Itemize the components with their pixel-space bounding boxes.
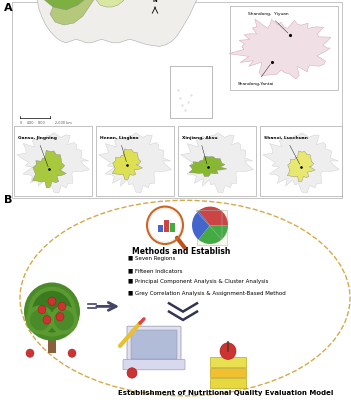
Bar: [178, 126, 256, 196]
Polygon shape: [50, 0, 100, 25]
Circle shape: [28, 287, 76, 336]
Text: Shandong,  Yiyuan: Shandong, Yiyuan: [248, 12, 289, 33]
Wedge shape: [192, 211, 210, 240]
Circle shape: [127, 368, 137, 378]
Text: Establishment of Nutritional Quality Evaluation Model: Establishment of Nutritional Quality Eva…: [118, 390, 333, 396]
Bar: [164, 220, 169, 232]
FancyBboxPatch shape: [123, 360, 185, 370]
Bar: [14, 4, 224, 120]
Circle shape: [32, 291, 72, 332]
Text: Xinjiang, Aksu: Xinjiang, Aksu: [182, 136, 218, 164]
Circle shape: [24, 282, 80, 341]
Circle shape: [68, 349, 76, 357]
Text: 0    400    800         2,000 km: 0 400 800 2,000 km: [20, 121, 72, 125]
Circle shape: [26, 305, 54, 334]
Bar: [210, 357, 246, 367]
Polygon shape: [37, 0, 100, 10]
Ellipse shape: [20, 200, 350, 396]
Polygon shape: [189, 156, 227, 177]
Bar: [14, 126, 92, 196]
Polygon shape: [95, 0, 140, 7]
Bar: [170, 223, 175, 232]
Circle shape: [43, 316, 51, 324]
Circle shape: [50, 305, 78, 334]
Polygon shape: [229, 19, 331, 79]
Circle shape: [26, 349, 34, 357]
Text: B: B: [4, 195, 12, 205]
Text: Shanxi, Luochuan: Shanxi, Luochuan: [264, 136, 308, 164]
Text: A: A: [4, 3, 13, 13]
Circle shape: [220, 343, 236, 360]
Polygon shape: [37, 0, 206, 46]
Bar: [158, 225, 163, 232]
Circle shape: [147, 206, 183, 244]
Bar: [96, 126, 174, 196]
Polygon shape: [99, 133, 171, 193]
Bar: [170, 66, 212, 118]
Text: Shandong,Yantai: Shandong,Yantai: [238, 64, 274, 86]
Polygon shape: [287, 151, 315, 182]
Circle shape: [48, 297, 56, 305]
Wedge shape: [198, 206, 228, 225]
FancyBboxPatch shape: [127, 326, 181, 364]
Bar: [210, 378, 246, 388]
Polygon shape: [112, 149, 143, 180]
Circle shape: [58, 302, 66, 310]
Text: Methods and Establish: Methods and Establish: [132, 247, 230, 256]
FancyBboxPatch shape: [197, 210, 227, 245]
Bar: [230, 6, 338, 90]
Polygon shape: [263, 133, 339, 193]
Text: Henan, Lingbao: Henan, Lingbao: [100, 136, 139, 162]
Wedge shape: [198, 225, 228, 244]
Polygon shape: [17, 133, 90, 193]
Text: ■ Seven Regions: ■ Seven Regions: [128, 256, 176, 262]
Text: ■ Fifteen Indicators: ■ Fifteen Indicators: [128, 268, 183, 273]
Circle shape: [30, 310, 50, 330]
Polygon shape: [181, 133, 253, 193]
Polygon shape: [32, 150, 66, 188]
Bar: [48, 312, 56, 353]
Circle shape: [149, 209, 181, 242]
Bar: [260, 126, 342, 196]
Circle shape: [56, 313, 64, 321]
Text: N: N: [153, 0, 157, 3]
Bar: [210, 368, 246, 377]
Text: ■ Grey Correlation Analysis & Assignment-Based Method: ■ Grey Correlation Analysis & Assignment…: [128, 291, 286, 296]
Circle shape: [38, 305, 46, 314]
Bar: [131, 330, 177, 360]
Text: Gansu, Jingning: Gansu, Jingning: [18, 136, 57, 167]
Circle shape: [54, 310, 74, 330]
Text: ■ Principal Component Analysis & Cluster Analysis: ■ Principal Component Analysis & Cluster…: [128, 279, 269, 284]
